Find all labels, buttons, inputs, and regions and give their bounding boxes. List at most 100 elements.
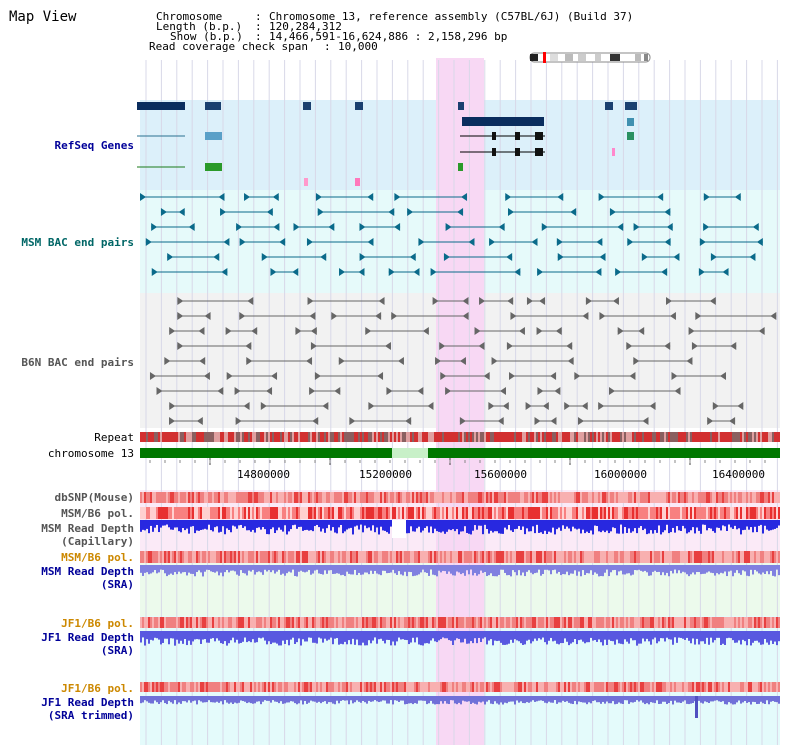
track-label-refseq[interactable]: RefSeq Genes [54,139,134,152]
heat-bar [210,551,212,563]
depth-bar [192,631,194,642]
depth-bar [392,565,394,570]
heat-bar [278,492,280,503]
depth-bar [304,631,306,642]
heat-bar [354,507,356,519]
heat-bar [548,492,550,503]
heat-bar [660,551,662,563]
heat-bar [520,617,522,628]
heat-bar [252,492,254,503]
depth-bar [602,696,604,702]
heat-bar [338,507,340,519]
axis-tick-label: 15600000 [474,468,527,481]
repeat-bar [768,432,770,442]
depth-bar [376,520,378,528]
depth-bar [264,565,266,570]
track-label-b6n-bac[interactable]: B6N BAC end pairs [21,356,134,369]
heat-bar [332,682,334,692]
track-label-msm-depth-cap[interactable]: MSM Read Depth [41,522,134,535]
heat-bar [644,551,646,563]
depth-bar [186,631,188,646]
bac-end [542,402,549,410]
heat-bar [480,682,482,692]
heat-bar [634,492,636,503]
depth-bar [278,631,280,646]
heat-bar [758,551,760,563]
heat-bar [462,507,464,519]
heat-bar [656,682,658,692]
heat-bar [184,617,186,628]
depth-bar [206,631,208,643]
repeat-bar [452,432,454,442]
bac-end [273,223,280,231]
depth-bar [388,696,390,704]
depth-bar [586,696,588,705]
depth-bar [644,520,646,529]
depth-bar [170,696,172,703]
gene-exon [458,102,464,110]
heat-bar [142,617,144,628]
repeat-bar [748,432,750,442]
depth-bar [718,696,720,702]
track-label-msm-b6-pol-2[interactable]: MSM/B6 pol. [61,551,134,564]
depth-bar [220,631,222,644]
depth-bar [732,631,734,641]
depth-bar [432,520,434,534]
heat-bar [638,682,640,692]
heat-bar [342,492,344,503]
heat-bar [706,617,708,628]
track-label-msm-depth-sra[interactable]: MSM Read Depth [41,565,134,578]
depth-bar [188,631,190,641]
heat-bar [248,551,250,563]
track-label-jf1-b6-pol[interactable]: JF1/B6 pol. [61,617,134,630]
track-label-dbsnp[interactable]: dbSNP(Mouse) [54,491,134,504]
heat-bar [156,492,158,503]
track-label-jf1-b6-pol-2[interactable]: JF1/B6 pol. [61,682,134,695]
bac-end [322,402,329,410]
heat-bar [218,492,220,503]
depth-bar [748,696,750,703]
bac-end [699,238,706,246]
heat-bar [678,617,680,628]
heat-bar [572,492,574,503]
heat-bar [418,617,420,628]
bac-end [673,253,680,261]
track-label-chromosome: chromosome 13 [47,447,134,460]
heat-bar [666,617,668,628]
heat-bar [510,551,512,563]
bac-end [218,193,225,201]
heat-bar [370,507,372,519]
heat-bar [582,551,584,563]
repeat-bar [624,432,626,442]
heat-bar [440,617,442,628]
depth-bar [742,696,744,703]
heat-bar [646,617,648,628]
repeat-bar [372,432,374,442]
heat-bar [776,617,778,628]
track-label-jf1-depth-trim[interactable]: JF1 Read Depth [41,696,134,709]
heat-bar [674,492,676,503]
heat-bar [304,551,306,563]
bac-end [534,417,541,425]
heat-bar [760,617,762,628]
depth-bar [714,696,716,701]
heat-bar [610,682,612,692]
heat-bar [198,551,200,563]
track-label-msm-bac[interactable]: MSM BAC end pairs [21,236,134,249]
heat-bar [228,682,230,692]
heat-bar [686,492,688,503]
heat-bar [288,617,290,628]
heat-bar [444,682,446,692]
depth-bar [568,696,570,703]
bac-end [541,223,548,231]
heat-bar [448,507,450,519]
track-label-jf1-depth-sra[interactable]: JF1 Read Depth [41,631,134,644]
bac-end [223,238,230,246]
depth-bar [428,565,430,576]
heat-bar [360,492,362,503]
track-label-msm-b6-pol[interactable]: MSM/B6 pol. [61,507,134,520]
depth-bar [180,631,182,641]
depth-bar [180,696,182,704]
depth-bar [658,696,660,705]
heat-bar [554,507,556,519]
